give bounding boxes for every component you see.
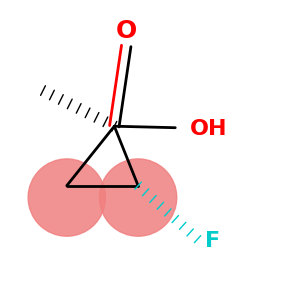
Circle shape — [28, 159, 105, 236]
Text: O: O — [116, 19, 137, 43]
Text: OH: OH — [190, 119, 228, 139]
Circle shape — [100, 159, 177, 236]
Text: F: F — [205, 231, 220, 251]
